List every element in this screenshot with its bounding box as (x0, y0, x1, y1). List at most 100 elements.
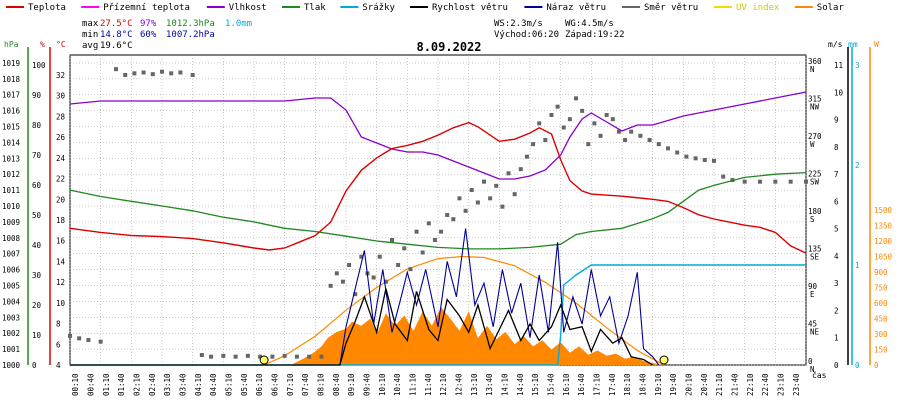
x-tick-label: 07:10 (286, 373, 295, 396)
direction-point (334, 271, 339, 276)
x-tick-label: 20:40 (700, 373, 709, 396)
x-tick-label: 03:40 (178, 373, 187, 396)
direction-point (328, 283, 333, 288)
humidity-tick-label: 30 (32, 271, 42, 280)
solar-tick-label: 900 (874, 268, 888, 277)
wind-tick-label: 5 (834, 225, 839, 234)
direction-point (190, 73, 195, 77)
solar-tick-label: 1050 (874, 253, 893, 262)
temperature-tick-label: 12 (56, 278, 65, 287)
x-tick-label: 15:10 (531, 373, 540, 396)
sunset-time: Západ:19:22 (565, 30, 625, 40)
solar-tick-label: 150 (874, 346, 888, 355)
wind-tick-label: 1 (834, 334, 839, 343)
direction-point (258, 354, 263, 359)
direction-point (282, 353, 287, 358)
pressure-tick-label: 1005 (2, 282, 20, 291)
wind-axis-title: m/s (828, 40, 843, 49)
x-tick-label: 13:40 (485, 373, 494, 396)
direction-point (721, 174, 726, 179)
x-tick-label: 23:10 (776, 373, 785, 396)
direction-point (693, 156, 698, 161)
wind-tick-label: 6 (834, 197, 839, 206)
x-tick-label: 21:10 (715, 373, 724, 396)
x-tick-label: 06:10 (255, 373, 264, 396)
rain-line (70, 264, 806, 366)
sunrise-marker (259, 355, 269, 365)
direction-point (221, 353, 226, 358)
x-tick-label: 08:10 (316, 373, 325, 396)
solar-tick-label: 1200 (874, 237, 893, 246)
solar-axis-title: W (874, 40, 879, 49)
legend-label: Rychlost větru (432, 3, 508, 13)
pressure-tick-label: 1012 (2, 170, 20, 179)
x-tick-label: 22:40 (761, 373, 770, 396)
direction-point (439, 229, 444, 234)
direction-point (390, 238, 394, 242)
x-tick-label: 12:10 (439, 373, 448, 396)
stat-min-press: 1007.2hPa (166, 30, 215, 40)
stat-max-temp: 27.5°C (100, 19, 133, 29)
legend: Teplota Přízemní teplota Vlhkost Tlak Srážky… (6, 3, 844, 13)
x-tick-label: 21:40 (730, 373, 739, 396)
pressure-tick-label: 1003 (2, 313, 20, 322)
x-tick-label: 01:40 (117, 373, 126, 396)
direction-compass-label: NE (810, 328, 820, 337)
direction-point (574, 96, 578, 101)
x-tick-label: 02:10 (132, 373, 141, 396)
temperature-tick-label: 26 (56, 133, 66, 142)
x-tick-label: 18:10 (623, 373, 632, 396)
stat-avg-label: avg (82, 41, 98, 51)
direction-point (245, 353, 250, 358)
direction-point (561, 125, 566, 130)
pressure-axis-title: hPa (4, 40, 19, 49)
temperature-tick-label: 22 (56, 175, 65, 184)
x-axis: 00:10 00:40 01:10 01:40 02:10 02:40 03:10 03:40… (71, 370, 827, 396)
x-tick-label: 03:10 (163, 373, 172, 396)
stat-min-temp: 14.8°C (100, 30, 133, 40)
temperature-tick-label: 28 (56, 112, 66, 121)
direction-point (457, 196, 462, 201)
direction-point (319, 354, 324, 359)
temperature-tick-label: 30 (56, 92, 66, 101)
x-tick-label: 19:40 (669, 373, 678, 396)
pressure-tick-label: 1015 (2, 123, 20, 132)
humidity-tick-label: 0 (32, 361, 37, 370)
direction-point (426, 221, 431, 226)
legend-label: Teplota (28, 3, 66, 13)
direction-point (294, 354, 299, 359)
direction-point (402, 246, 407, 251)
direction-point (488, 196, 493, 201)
direction-point (482, 179, 486, 184)
direction-compass-label: N (810, 365, 815, 374)
direction-point (616, 129, 621, 134)
direction-point (512, 192, 517, 197)
temperature-tick-label: 6 (56, 340, 61, 349)
x-tick-label: 04:40 (209, 373, 218, 396)
direction-point (475, 200, 480, 205)
solar-tick-label: 1500 (874, 206, 893, 215)
direction-point (758, 179, 762, 184)
direction-point (408, 267, 413, 272)
wind-tick-label: 0 (834, 361, 839, 370)
rain-tick-label: 0 (855, 361, 860, 370)
x-tick-label: 15:40 (546, 373, 555, 396)
x-tick-label: 17:40 (608, 373, 617, 396)
direction-point (150, 72, 155, 77)
pressure-tick-label: 1000 (2, 361, 21, 370)
x-tick-label: 08:40 (332, 373, 341, 396)
sunset-marker (659, 355, 669, 365)
direction-point (353, 292, 358, 297)
humidity-tick-label: 70 (32, 151, 42, 160)
direction-point (420, 250, 425, 255)
temperature-axis-title: °C (56, 40, 66, 49)
direction-tick-label: 135 (808, 245, 822, 254)
pressure-tick-label: 1002 (2, 329, 20, 338)
pressure-tick-label: 1009 (2, 218, 20, 227)
humidity-tick-label: 100 (32, 61, 46, 70)
direction-point (555, 104, 560, 109)
solar-tick-label: 450 (874, 315, 888, 324)
solar-tick-label: 300 (874, 330, 888, 339)
direction-point (666, 146, 670, 151)
x-tick-label: 23:40 (792, 373, 801, 396)
